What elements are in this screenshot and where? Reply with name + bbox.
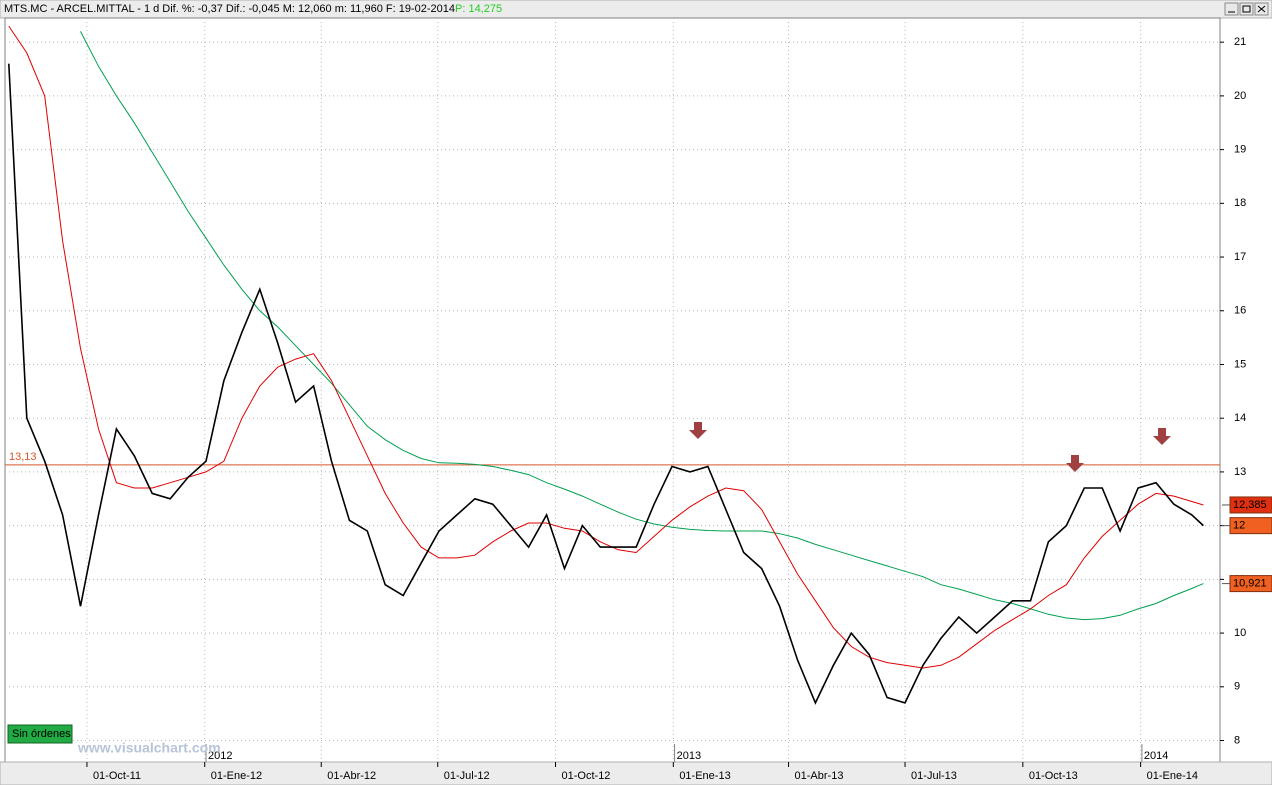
x-tick-label: 01-Jul-12 (444, 770, 490, 782)
watermark: www.visualchart.com (77, 740, 221, 756)
year-label: 2013 (677, 750, 701, 762)
maximize-button[interactable] (1239, 2, 1254, 16)
x-tick-label: 01-Abr-13 (795, 770, 844, 782)
value-box (1229, 517, 1272, 535)
y-tick-label: 10 (1234, 627, 1246, 639)
window-buttons[interactable] (1224, 2, 1269, 16)
year-label: 2014 (1144, 750, 1168, 762)
y-tick-label: 20 (1234, 90, 1246, 102)
series-line (8, 25, 1204, 669)
status-badge (7, 724, 73, 744)
series-line (8, 63, 1204, 705)
x-tick-label: 01-Oct-12 (562, 770, 611, 782)
y-tick-label: 16 (1234, 305, 1246, 317)
value-label: 12 (1233, 520, 1245, 532)
series-line (80, 31, 1204, 621)
y-tick-label: 13 (1234, 466, 1246, 478)
x-tick-label: 01-Abr-12 (327, 770, 376, 782)
x-tick-label: 01-Oct-13 (1029, 770, 1078, 782)
minimize-button[interactable] (1224, 2, 1239, 16)
header-text: MTS.MC - ARCEL.MITTAL - 1 d Dif. %: -0,3… (4, 3, 455, 15)
value-box (1229, 496, 1272, 514)
value-label: 12,385 (1233, 499, 1267, 511)
y-tick-label: 21 (1234, 36, 1246, 48)
y-tick-label: 9 (1234, 681, 1240, 693)
status-text: Sin órdenes (12, 728, 71, 740)
x-tick-label: 01-Ene-13 (679, 770, 730, 782)
close-icon (1257, 5, 1266, 13)
x-axis-bar (0, 761, 1272, 785)
y-tick-label: 17 (1234, 251, 1246, 263)
value-box (1229, 575, 1272, 593)
x-tick-label: 01-Ene-14 (1147, 770, 1198, 782)
arrow-marker (689, 422, 707, 439)
plot-area (4, 17, 1221, 763)
x-tick-label: 01-Jul-13 (911, 770, 957, 782)
level-label: 13,13 (9, 451, 37, 463)
arrow-marker (1153, 428, 1171, 445)
maximize-icon (1242, 5, 1251, 13)
y-tick-label: 14 (1234, 412, 1246, 424)
year-label: 2012 (208, 750, 232, 762)
y-tick-label: 19 (1234, 144, 1246, 156)
x-tick-label: 01-Oct-11 (93, 770, 141, 782)
header-extra: P: 14,275 (455, 3, 502, 15)
y-tick-label: 15 (1234, 358, 1246, 370)
y-tick-label: 18 (1234, 197, 1246, 209)
arrow-marker (1066, 455, 1084, 472)
x-tick-label: 01-Ene-12 (211, 770, 262, 782)
y-tick-label: 8 (1234, 734, 1240, 746)
value-label: 10,921 (1233, 578, 1267, 590)
